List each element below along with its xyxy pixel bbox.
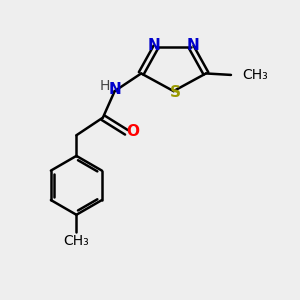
Text: CH₃: CH₃ xyxy=(242,68,268,82)
Text: CH₃: CH₃ xyxy=(64,234,89,248)
Text: S: S xyxy=(169,85,181,100)
Text: N: N xyxy=(148,38,161,53)
Text: O: O xyxy=(126,124,140,139)
Text: N: N xyxy=(108,82,121,97)
Text: N: N xyxy=(186,38,199,53)
Text: H: H xyxy=(100,79,110,93)
